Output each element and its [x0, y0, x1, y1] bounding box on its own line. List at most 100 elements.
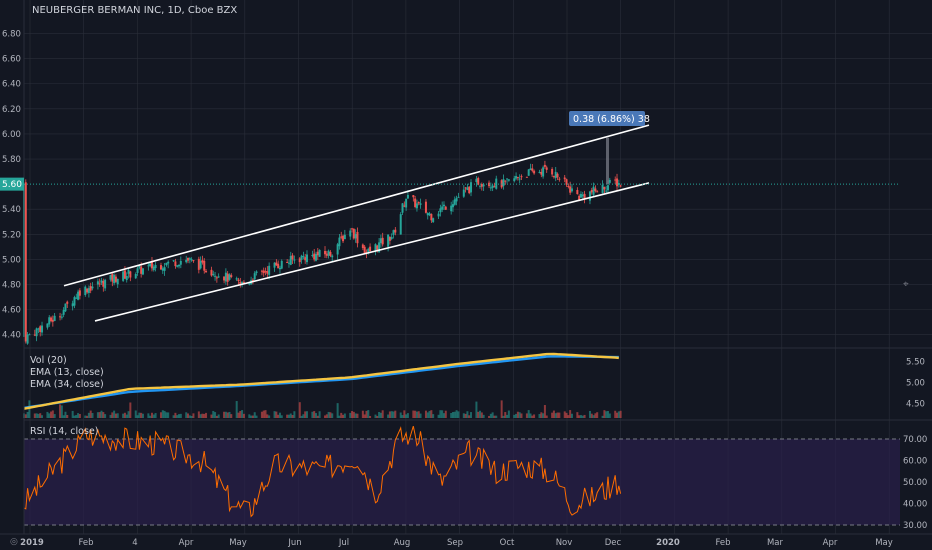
volume-bar [109, 414, 112, 418]
candle-body [441, 206, 444, 210]
candle-body [188, 258, 191, 260]
candle-body [273, 262, 276, 268]
rsi-tick-label: 60.00 [903, 457, 927, 467]
price-axis[interactable]: 6.80 6.60 6.40 6.20 6.00 5.80 5.40 5.20 5.00 4.80… [2, 30, 21, 341]
candle-body [437, 213, 440, 217]
candle-body [403, 205, 406, 207]
volume-bar [179, 413, 182, 418]
candle-body [405, 198, 408, 208]
candle-body [122, 271, 125, 281]
volume-bar [185, 412, 188, 418]
time-tick-label: Sep [447, 538, 463, 548]
candle-body [60, 316, 63, 318]
candle-body [603, 186, 606, 190]
candle-body [289, 256, 292, 265]
candle-body [78, 290, 81, 296]
volume-bar [86, 415, 89, 418]
ema13-label[interactable]: EMA (13, close) [30, 367, 104, 378]
candle-body [190, 259, 193, 261]
candle-body [343, 234, 346, 240]
candle-body [239, 282, 242, 284]
candle-body [331, 255, 334, 258]
measure-label: 0.38 (6.86%) 38 [573, 114, 650, 125]
volume-bar [617, 411, 620, 418]
time-tick-label: 2020 [656, 538, 680, 548]
candle-body [417, 202, 420, 204]
volume-bar [304, 411, 307, 418]
volume-bar [250, 415, 253, 418]
volume-bar [607, 411, 609, 418]
volume-bar [138, 412, 141, 418]
candle-body [554, 171, 557, 178]
volume-bar [253, 412, 256, 418]
candle-body [502, 179, 505, 187]
candle-body [415, 203, 418, 209]
ema34-label[interactable]: EMA (34, close) [30, 379, 104, 390]
candle-body [197, 258, 200, 270]
candle-body [518, 178, 521, 180]
volume-bar [488, 415, 491, 418]
symbol-title[interactable]: NEUBERGER BERMAN INC, 1D, Cboe BZX [32, 5, 237, 16]
time-tick-label: Jul [338, 538, 349, 548]
rsi-axis[interactable]: 70.00 60.00 50.00 40.00 30.00 [903, 435, 927, 531]
candle-body [46, 323, 49, 328]
candle-body [100, 280, 103, 283]
volume-axis[interactable]: 5.50 5.00 4.50 [906, 357, 925, 409]
volume-bar [493, 415, 496, 418]
candle-body [336, 244, 339, 255]
rsi-label[interactable]: RSI (14, close) [30, 426, 98, 437]
volume-bar [390, 411, 393, 418]
volume-tick-label: 5.50 [906, 357, 925, 367]
price-tick-label: 4.40 [2, 331, 21, 341]
volume-bar [260, 411, 263, 418]
volume-bar [165, 412, 168, 418]
volume-bar [300, 415, 303, 418]
price-candles[interactable] [23, 160, 622, 345]
volume-bar [273, 411, 276, 418]
candle-body [304, 257, 307, 261]
volume-bar [387, 414, 390, 418]
measure-tool[interactable]: 0.38 (6.86%) 38 [569, 111, 650, 185]
price-channel[interactable] [63, 124, 650, 322]
candle-body [41, 325, 44, 333]
time-tick-label: Apr [823, 538, 838, 548]
volume-bar [592, 415, 595, 418]
vol-label[interactable]: Vol (20) [30, 355, 67, 366]
candle-body [565, 179, 568, 185]
volume-bar [414, 410, 417, 418]
candle-body [123, 270, 126, 279]
candle-body [531, 168, 534, 171]
candle-body [596, 191, 599, 193]
candle-body [87, 288, 90, 293]
volume-bar [588, 410, 591, 418]
volume-bar [210, 414, 213, 418]
volume-bars [23, 400, 622, 418]
candle-body [28, 334, 31, 336]
volume-bar [77, 413, 80, 418]
candle-body [608, 179, 611, 183]
candle-body [533, 170, 536, 174]
volume-bar [356, 413, 359, 418]
volume-bar [255, 415, 258, 418]
candle-body [504, 180, 507, 182]
candle-body [278, 267, 281, 270]
tradingview-logo-icon[interactable]: ◎ [10, 537, 18, 547]
candle-body [614, 179, 617, 181]
rsi-tick-label: 30.00 [903, 521, 927, 531]
volume-bar [491, 412, 494, 418]
rsi-path [23, 425, 622, 518]
time-axis[interactable]: 2019 Feb 4 Apr May Jun Jul Aug Sep Oct Nov Dec 2020 F… [20, 538, 893, 548]
candle-body [91, 286, 94, 289]
volume-bar [66, 414, 69, 418]
candle-body [255, 271, 258, 274]
volume-bar [338, 415, 341, 418]
candle-body [482, 184, 485, 187]
volume-bar [351, 411, 354, 418]
time-tick-label: May [875, 538, 893, 548]
candle-body [172, 260, 175, 262]
scale-settings-icon[interactable]: ⌖ [903, 279, 909, 290]
candle-body [50, 317, 53, 322]
volume-bar [102, 412, 105, 418]
volume-bar [114, 413, 117, 418]
